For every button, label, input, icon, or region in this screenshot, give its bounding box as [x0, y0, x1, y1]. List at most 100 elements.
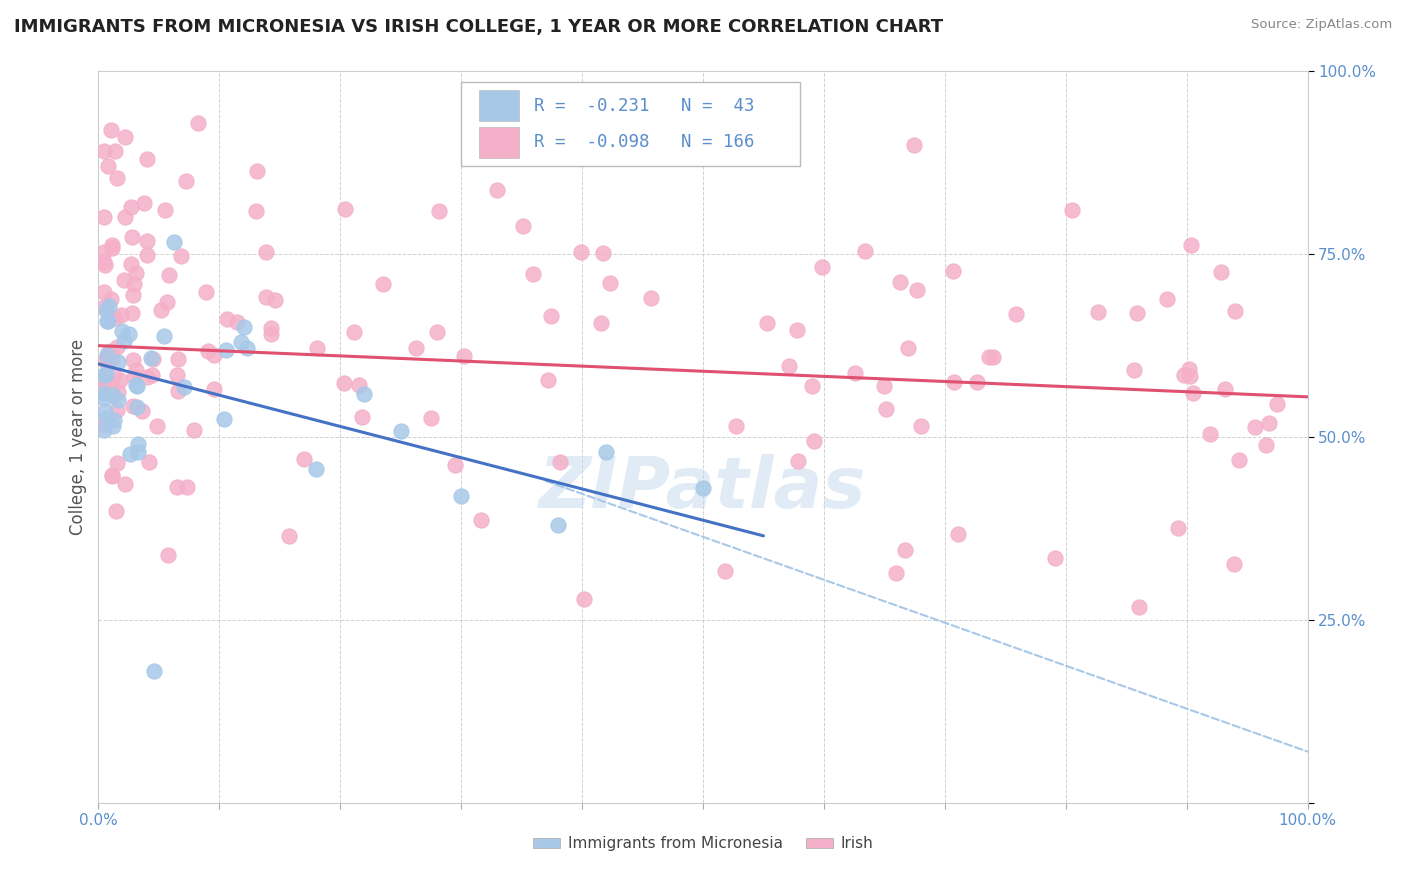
Point	[1182, 386, 1205, 401]
Point	[1243, 420, 1265, 434]
Point	[94, 403, 117, 417]
Point	[176, 480, 198, 494]
Text: Source: ZipAtlas.com: Source: ZipAtlas.com	[1251, 18, 1392, 31]
Point	[215, 343, 238, 357]
Point	[347, 378, 370, 392]
Point	[713, 564, 735, 578]
Point	[235, 342, 257, 356]
Point	[127, 437, 149, 451]
Point	[942, 376, 965, 390]
Point	[548, 455, 571, 469]
Point	[195, 285, 218, 299]
Point	[150, 303, 173, 318]
Point	[118, 446, 141, 460]
Point	[125, 377, 148, 392]
Point	[136, 152, 159, 166]
Point	[138, 454, 160, 468]
Point	[105, 402, 128, 417]
Point	[1180, 238, 1202, 252]
Point	[100, 381, 122, 395]
Point	[146, 418, 169, 433]
Point	[522, 267, 544, 281]
Point	[93, 300, 115, 314]
Point	[122, 399, 145, 413]
Point	[135, 248, 157, 262]
Point	[187, 115, 209, 129]
FancyBboxPatch shape	[461, 82, 800, 167]
Point	[122, 369, 145, 384]
Point	[569, 244, 592, 259]
Legend: Immigrants from Micronesia, Irish: Immigrants from Micronesia, Irish	[526, 830, 880, 857]
Point	[966, 375, 988, 389]
Point	[246, 163, 269, 178]
Point	[124, 266, 146, 280]
Point	[259, 321, 281, 335]
Point	[1265, 397, 1288, 411]
Point	[93, 385, 115, 400]
Point	[903, 137, 925, 152]
Point	[1258, 416, 1281, 430]
Point	[170, 249, 193, 263]
Point	[156, 548, 179, 562]
Point	[229, 335, 252, 350]
Point	[96, 314, 118, 328]
Point	[122, 277, 145, 291]
Point	[110, 308, 132, 322]
Point	[1123, 363, 1146, 377]
Point	[93, 258, 115, 272]
Point	[125, 363, 148, 377]
Point	[104, 310, 127, 325]
Point	[332, 376, 354, 390]
Point	[910, 418, 932, 433]
Point	[1128, 599, 1150, 614]
Point	[97, 299, 120, 313]
Point	[905, 283, 928, 297]
Point	[1173, 368, 1195, 383]
Point	[278, 528, 301, 542]
Point	[1156, 292, 1178, 306]
Point	[101, 241, 124, 255]
Point	[153, 203, 176, 218]
Point	[333, 202, 356, 216]
Point	[1125, 306, 1147, 320]
Point	[599, 276, 621, 290]
Point	[143, 664, 166, 678]
Point	[125, 400, 148, 414]
Point	[595, 445, 617, 459]
Point	[127, 445, 149, 459]
Point	[93, 368, 115, 382]
Point	[894, 542, 917, 557]
Point	[104, 504, 127, 518]
Point	[756, 316, 779, 330]
Point	[405, 341, 427, 355]
Point	[93, 385, 115, 400]
Point	[97, 160, 120, 174]
Point	[537, 373, 560, 387]
Point	[94, 411, 117, 425]
Point	[97, 346, 120, 360]
Point	[215, 312, 238, 326]
Text: ZIPatlas: ZIPatlas	[540, 454, 866, 523]
Point	[1087, 305, 1109, 319]
Point	[245, 203, 267, 218]
Point	[373, 277, 395, 292]
Point	[131, 404, 153, 418]
Point	[139, 351, 162, 366]
Point	[1209, 265, 1232, 279]
Point	[853, 244, 876, 259]
FancyBboxPatch shape	[479, 90, 519, 121]
Point	[197, 344, 219, 359]
Point	[167, 352, 190, 367]
Point	[640, 291, 662, 305]
Point	[121, 305, 143, 319]
Point	[93, 380, 115, 394]
Point	[93, 391, 115, 405]
Point	[120, 257, 142, 271]
Point	[1223, 303, 1246, 318]
Point	[1060, 202, 1083, 217]
Point	[787, 454, 810, 468]
Point	[136, 369, 159, 384]
Point	[97, 314, 120, 328]
Point	[101, 469, 124, 483]
Point	[342, 325, 364, 339]
